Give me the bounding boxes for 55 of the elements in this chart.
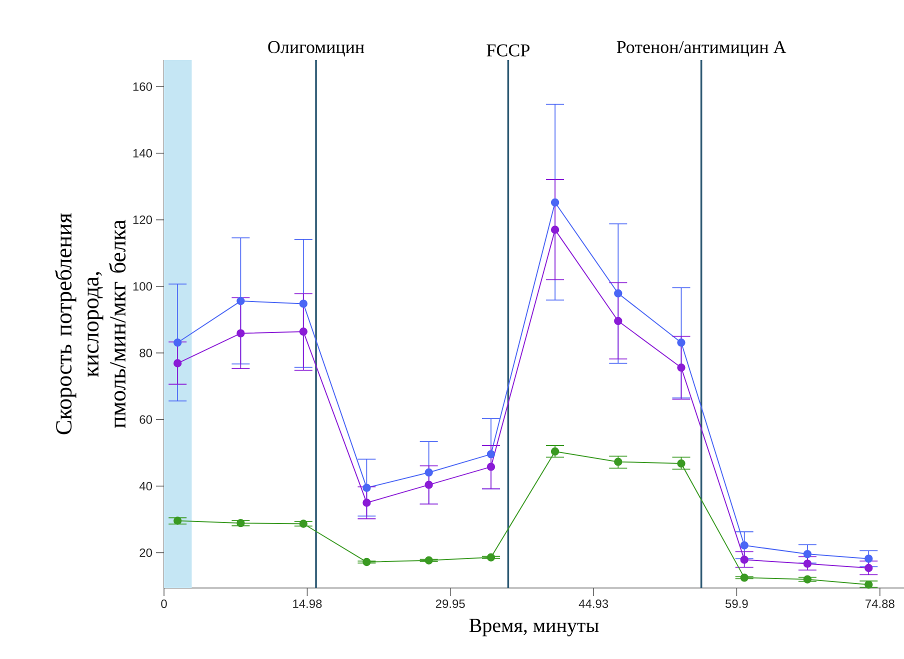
point — [677, 459, 686, 468]
x-tick-label: 29.95 — [436, 600, 465, 608]
point — [173, 516, 182, 525]
point — [424, 480, 433, 489]
point — [864, 564, 873, 572]
point — [550, 226, 560, 234]
point — [864, 580, 873, 589]
point — [740, 574, 748, 582]
point — [236, 518, 245, 528]
ref-line-label: Ротенон/антимицин А — [616, 41, 786, 56]
y-tick-label: 40 — [139, 482, 152, 490]
point — [173, 359, 182, 368]
point — [486, 553, 496, 562]
point — [486, 462, 496, 471]
x-tick-label: 14.98 — [293, 600, 322, 608]
x-tick-label: 0 — [161, 600, 167, 608]
x-tick-label: 44.93 — [578, 600, 608, 608]
point — [803, 550, 812, 558]
y-tick-label: 20 — [140, 548, 152, 557]
y-tick-label: 120 — [133, 216, 152, 224]
point — [677, 364, 686, 372]
point — [236, 329, 245, 338]
point — [299, 328, 308, 336]
point — [864, 554, 873, 563]
point — [299, 520, 308, 528]
point — [486, 450, 496, 458]
y-tick-label: 80 — [140, 348, 152, 358]
point — [173, 338, 182, 347]
point — [740, 541, 748, 550]
y-tick-label: 140 — [133, 148, 152, 158]
point — [362, 558, 371, 566]
y-axis-title: Скорость потребления кислорода, пмоль/мин/мкг белка — [54, 213, 126, 434]
point — [614, 289, 622, 298]
point — [362, 498, 371, 507]
y-tick-label: 160 — [133, 82, 152, 91]
point — [614, 316, 622, 326]
y-tick-label: 60 — [140, 415, 152, 424]
point — [803, 560, 812, 568]
point — [362, 484, 371, 492]
ref-line-label: FCCP — [486, 44, 530, 56]
ref-line-label: Олигомицин — [268, 41, 364, 56]
point — [550, 198, 560, 207]
point — [550, 447, 560, 456]
x-axis-title: Время, минуты — [469, 618, 599, 636]
point — [803, 575, 812, 584]
point — [740, 556, 748, 564]
y-tick-label: 100 — [133, 282, 152, 291]
point — [614, 458, 622, 466]
point — [236, 296, 245, 306]
point — [677, 338, 686, 347]
x-tick-label: 59.9 — [726, 600, 748, 608]
point — [299, 300, 308, 308]
x-tick-label: 74.88 — [866, 600, 894, 608]
point — [424, 468, 433, 477]
point — [424, 556, 433, 564]
